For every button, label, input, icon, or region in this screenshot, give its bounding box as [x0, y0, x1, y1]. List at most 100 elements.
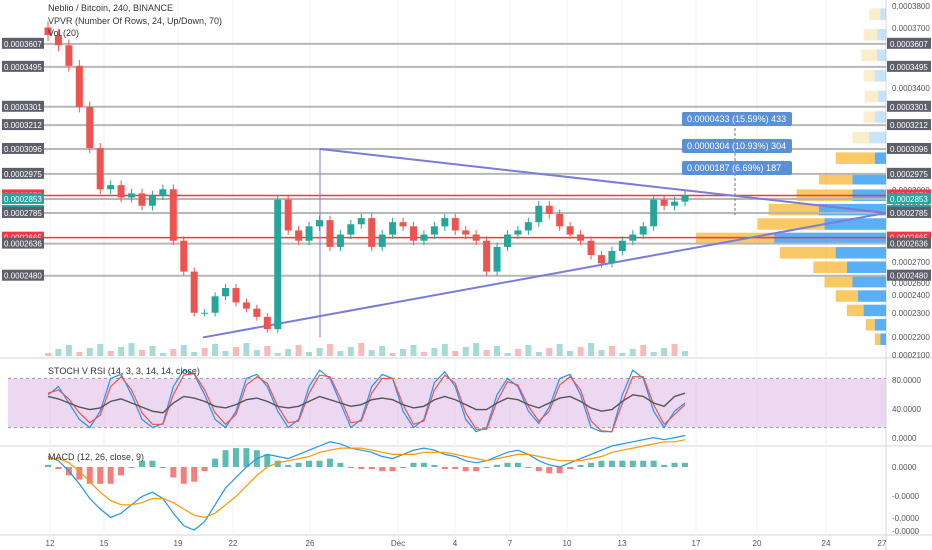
vpvr-up-bar: [869, 8, 881, 20]
macd-histogram-bar: [546, 467, 553, 474]
vpvr-down-bar: [877, 28, 886, 41]
stoch-d-line: [47, 372, 686, 433]
macd-histogram-bar: [650, 460, 657, 467]
x-tick-label: 24: [822, 539, 831, 548]
candle-body: [420, 234, 428, 241]
candle-body: [75, 65, 83, 107]
price-axis-tick: 0.0002600: [892, 279, 930, 288]
macd-histogram-bar: [556, 467, 563, 474]
macd-histogram-bar: [379, 467, 386, 472]
vpvr-down-bar: [835, 247, 886, 259]
vpvr-down-bar: [878, 90, 886, 103]
vpvr-up-bar: [863, 28, 878, 41]
macd-axis-tick: -0.0000: [892, 514, 920, 523]
volume-bar: [379, 346, 386, 356]
macd-histogram-bar: [431, 464, 438, 467]
vpvr-down-bar: [852, 173, 886, 185]
left-price-tag: [2, 142, 44, 154]
stoch-label: STOCH V RSI (14, 3, 3, 14, 14, close): [48, 366, 200, 376]
right-price-tag-text: 0.0002636: [890, 240, 928, 249]
candle-body: [201, 312, 209, 314]
vpvr-down-bar: [874, 70, 886, 82]
vpvr-up-bar: [863, 111, 875, 123]
stoch-axis-tick: 0.0000: [892, 434, 917, 443]
measure-label-box: [682, 112, 792, 126]
volume-bar: [337, 351, 344, 356]
macd-histogram-bar: [483, 467, 490, 468]
measure-label-text: 0.0000433 (15.59%) 433: [687, 114, 786, 124]
measure-label-text: 0.0000304 (10.93%) 304: [687, 141, 786, 151]
macd-histogram-bar: [661, 464, 668, 467]
macd-histogram-bar: [212, 458, 219, 467]
vpvr-up-bar: [818, 173, 853, 185]
vpvr-up-bar: [696, 232, 775, 245]
legend-vpvr: VPVR (Number Of Rows, 24, Up/Down, 70): [48, 16, 222, 27]
macd-histogram-bar: [274, 460, 281, 467]
vpvr-down-bar: [774, 232, 886, 245]
macd-histogram-bar: [514, 462, 521, 467]
candle-body: [357, 218, 365, 225]
volume-bar: [410, 345, 417, 356]
vpvr-up-bar: [757, 218, 825, 230]
macd-histogram-bar: [410, 462, 417, 467]
volume-bar: [441, 344, 448, 356]
volume-bar: [556, 344, 563, 356]
macd-histogram-bar: [640, 460, 647, 467]
stoch-k-line: [47, 369, 686, 433]
macd-histogram-bar: [170, 467, 177, 478]
volume-bar: [671, 344, 678, 356]
volume-bar: [400, 349, 407, 356]
candle-body: [242, 302, 250, 309]
macd-histogram-bar: [159, 467, 166, 468]
volume-bar: [494, 346, 501, 356]
vpvr-down-bar: [874, 152, 886, 164]
candle-body: [660, 199, 668, 206]
volume-bar: [682, 351, 688, 356]
x-tick-label: 17: [692, 539, 701, 548]
right-price-tag: [887, 231, 931, 243]
right-price-tag: [887, 60, 931, 72]
volume-bar: [588, 343, 595, 356]
macd-histogram-bar: [525, 467, 532, 468]
vpvr-up-bar: [846, 304, 864, 317]
macd-histogram-bar: [347, 467, 354, 468]
macd-histogram-bar: [358, 467, 365, 470]
volume-bar: [295, 345, 302, 356]
left-price-tag: [2, 237, 44, 249]
right-price-tag: [887, 142, 931, 154]
candle-body: [545, 205, 553, 214]
candle-body: [295, 230, 303, 241]
left-price-tag-text: 0.0002975: [4, 170, 42, 179]
macd-histogram-bar: [462, 467, 469, 472]
right-price-tag-text: 0.0003607: [890, 40, 928, 49]
candle-body: [211, 296, 219, 313]
x-tick-label: 10: [563, 539, 572, 548]
right-price-tag: [887, 37, 931, 49]
volume-bar: [535, 352, 542, 356]
macd-histogram-bar: [420, 462, 427, 467]
candle-body: [524, 222, 532, 231]
candle-body: [336, 234, 344, 247]
stoch-axis-tick: 40.0000: [892, 405, 921, 414]
candle-body: [180, 240, 188, 272]
x-tick-label: 13: [618, 539, 627, 548]
macd-histogram-bar: [149, 460, 156, 467]
measure-label-text: 0.0000187 (6.69%) 187: [687, 163, 781, 173]
candle-body: [159, 189, 167, 196]
left-price-tag: [2, 167, 44, 179]
volume-bar: [128, 343, 135, 356]
right-price-tag: [887, 192, 931, 204]
candle-body: [409, 226, 417, 241]
volume-bar: [326, 344, 333, 356]
candle-body: [597, 255, 605, 264]
volume-bar: [306, 352, 313, 356]
macd-axis-tick: 0.0000: [892, 463, 917, 472]
price-axis-tick: 0.0003400: [892, 84, 930, 93]
volume-bar: [253, 350, 260, 356]
left-price-tag: [2, 119, 44, 131]
candle-body: [169, 189, 177, 241]
candle-body: [326, 220, 334, 247]
macd-histogram-bar: [629, 460, 636, 467]
macd-histogram-bar: [128, 467, 135, 468]
